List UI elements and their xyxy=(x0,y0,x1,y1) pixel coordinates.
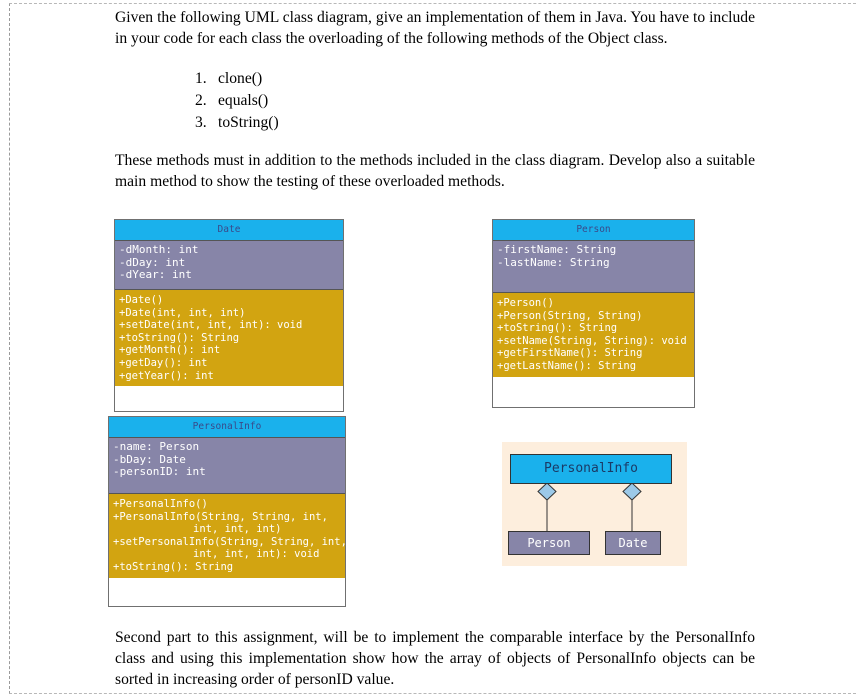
object-methods-list: 1. clone() 2. equals() 3. toString() xyxy=(195,68,279,134)
class-title: Person xyxy=(493,220,694,241)
list-item: 2. equals() xyxy=(195,92,269,109)
second-part-paragraph: Second part to this assignment, will be … xyxy=(115,629,755,688)
assoc-person-box: Person xyxy=(508,531,590,555)
method: +PersonalInfo(String, String, int, xyxy=(113,510,328,523)
attribute: -personID: int xyxy=(113,465,206,478)
method: +setDate(int, int, int): void xyxy=(119,319,303,332)
method: +Person() xyxy=(497,297,554,309)
method: +setName(String, String): void xyxy=(497,334,687,347)
attribute: -dDay: int xyxy=(119,255,186,269)
method: +toString(): String xyxy=(113,560,234,573)
attribute: -firstName: String xyxy=(497,243,617,256)
method: +Date() xyxy=(119,294,164,306)
class-methods: +PersonalInfo() +PersonalInfo(String, St… xyxy=(109,494,347,578)
aggregation-diamond-icon xyxy=(622,482,642,501)
association-diagram: PersonalInfo Person Date xyxy=(502,442,687,566)
aggregation-diamond-icon xyxy=(537,482,557,501)
attribute: -lastName: String xyxy=(497,255,610,269)
class-attributes: -name: Person -bDay: Date -personID: int xyxy=(109,438,345,494)
method-continuation: int, int, int) xyxy=(193,523,282,536)
method: +getYear(): int xyxy=(119,369,214,382)
requirement-paragraph: These methods must in addition to the me… xyxy=(115,152,755,190)
attribute: -name: Person xyxy=(113,440,200,453)
method: +Person(String, String) xyxy=(497,309,643,322)
method-continuation: int, int, int): void xyxy=(193,548,320,561)
method: +toString(): String xyxy=(119,331,240,344)
method: +setPersonalInfo(String, String, int, xyxy=(113,535,347,548)
class-methods: +Date() +Date(int, int, int) +setDate(in… xyxy=(115,290,343,387)
attribute: -dMonth: int xyxy=(119,243,199,256)
class-attributes: -dMonth: int -dDay: int -dYear: int xyxy=(115,241,343,290)
list-item: 1. clone() xyxy=(195,70,263,87)
intro-paragraph: Given the following UML class diagram, g… xyxy=(115,9,755,47)
list-item: 3. toString() xyxy=(195,114,279,131)
method: +getMonth(): int xyxy=(119,344,221,357)
class-title: PersonalInfo xyxy=(109,417,345,438)
assoc-personal-info-box: PersonalInfo xyxy=(510,454,672,484)
uml-class-date: Date -dMonth: int -dDay: int -dYear: int… xyxy=(114,219,344,412)
page-border xyxy=(9,3,856,694)
uml-class-person: Person -firstName: String -lastName: Str… xyxy=(492,219,695,408)
aggregation-lines xyxy=(537,482,642,531)
class-attributes: -firstName: String -lastName: String xyxy=(493,241,694,293)
class-methods: +Person() +Person(String, String) +toStr… xyxy=(493,293,694,377)
method: +Date(int, int, int) xyxy=(119,306,246,319)
method: +getDay(): int xyxy=(119,356,208,369)
method: +getLastName(): String xyxy=(497,359,637,372)
class-title: Date xyxy=(115,220,343,241)
assoc-date-box: Date xyxy=(605,531,661,555)
method: +toString(): String xyxy=(497,322,618,335)
method: +PersonalInfo() xyxy=(113,498,208,510)
attribute: -bDay: Date xyxy=(113,452,186,466)
uml-class-personal-info: PersonalInfo -name: Person -bDay: Date -… xyxy=(108,416,347,607)
attribute: -dYear: int xyxy=(119,268,192,281)
method: +getFirstName(): String xyxy=(497,347,643,360)
